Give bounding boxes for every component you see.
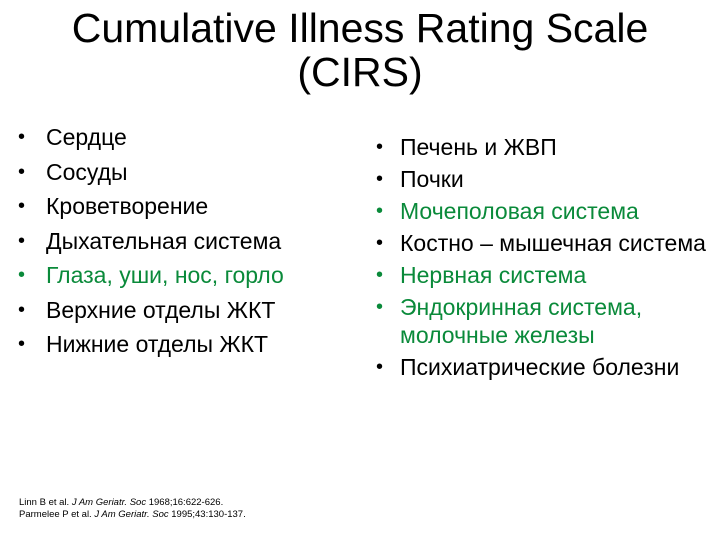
reference-journal: J Am Geriatr. Soc bbox=[71, 497, 147, 508]
list-item: • Психиатрические болезни bbox=[374, 353, 714, 381]
list-item: • Сердце bbox=[14, 120, 354, 155]
list-item-label: Мочеполовая система bbox=[400, 198, 639, 224]
reference-details: 1995;43:130-137. bbox=[171, 509, 246, 520]
list-item: • Почки bbox=[374, 165, 714, 193]
list-item: • Нижние отделы ЖКТ bbox=[14, 327, 354, 362]
list-item: • Дыхательная система bbox=[14, 224, 354, 259]
bullet-icon: • bbox=[18, 229, 26, 252]
bullet-icon: • bbox=[376, 296, 384, 318]
list-item: • Печень и ЖВП bbox=[374, 133, 714, 161]
slide-title: Cumulative Illness Rating Scale (CIRS) bbox=[20, 6, 700, 94]
reference-authors: Parmelee P et al. bbox=[19, 509, 92, 520]
slide-title-line-1: Cumulative Illness Rating Scale bbox=[71, 5, 649, 51]
references: Linn B et al. J Am Geriatr. Soc 1968;16:… bbox=[19, 497, 246, 521]
bullet-icon: • bbox=[18, 195, 26, 217]
list-item: • Костно – мышечная система bbox=[374, 229, 714, 257]
list-item-label: Кроветворение bbox=[46, 193, 209, 219]
list-item: • Кроветворение bbox=[14, 189, 354, 224]
bullet-icon: • bbox=[18, 298, 26, 321]
list-item-label: Почки bbox=[400, 166, 464, 192]
list-item: • Сосуды bbox=[14, 155, 354, 190]
bullet-icon: • bbox=[376, 264, 384, 286]
bullet-icon: • bbox=[376, 356, 384, 378]
bullet-icon: • bbox=[376, 168, 384, 190]
bullet-icon: • bbox=[18, 160, 26, 183]
bullet-icon: • bbox=[376, 232, 384, 254]
list-item: • Эндокринная система, молочные железы bbox=[374, 293, 714, 349]
bullet-icon: • bbox=[376, 136, 384, 158]
list-item-label: Нижние отделы ЖКТ bbox=[46, 331, 269, 357]
list-item: • Нервная система bbox=[374, 261, 714, 289]
reference-authors: Linn B et al. bbox=[19, 497, 70, 508]
list-item-label: Печень и ЖВП bbox=[400, 134, 557, 160]
list-item-label: Сосуды bbox=[46, 158, 128, 185]
list-item-label: Эндокринная система, молочные железы bbox=[400, 294, 643, 348]
left-organ-list: • Сердце • Сосуды • Кроветворение • Дыхатель… bbox=[14, 120, 354, 362]
bullet-icon: • bbox=[18, 264, 26, 286]
bullet-icon: • bbox=[18, 333, 26, 355]
reference-line: Parmelee P et al. J Am Geriatr. Soc 1995… bbox=[19, 509, 246, 521]
bullet-icon: • bbox=[376, 200, 384, 222]
reference-journal: J Am Geriatr. Soc bbox=[94, 509, 169, 520]
list-item-label: Дыхательная система bbox=[46, 227, 282, 254]
list-item-label: Нервная система bbox=[400, 262, 587, 288]
list-item-label: Психиатрические болезни bbox=[400, 354, 680, 380]
list-item-label: Верхние отделы ЖКТ bbox=[46, 296, 276, 323]
list-item: • Верхние отделы ЖКТ bbox=[14, 293, 354, 328]
reference-line: Linn B et al. J Am Geriatr. Soc 1968;16:… bbox=[19, 497, 246, 509]
right-organ-list: • Печень и ЖВП • Почки • Мочеполовая систем… bbox=[374, 133, 714, 385]
list-item: • Мочеполовая система bbox=[374, 197, 714, 225]
reference-details: 1968;16:622-626. bbox=[148, 497, 224, 508]
list-item-label: Костно – мышечная система bbox=[400, 230, 706, 256]
bullet-icon: • bbox=[18, 126, 26, 148]
list-item-label: Глаза, уши, нос, горло bbox=[46, 262, 284, 288]
list-item-label: Сердце bbox=[46, 124, 127, 150]
slide-title-line-2: (CIRS) bbox=[297, 49, 423, 95]
list-item: • Глаза, уши, нос, горло bbox=[14, 258, 354, 293]
